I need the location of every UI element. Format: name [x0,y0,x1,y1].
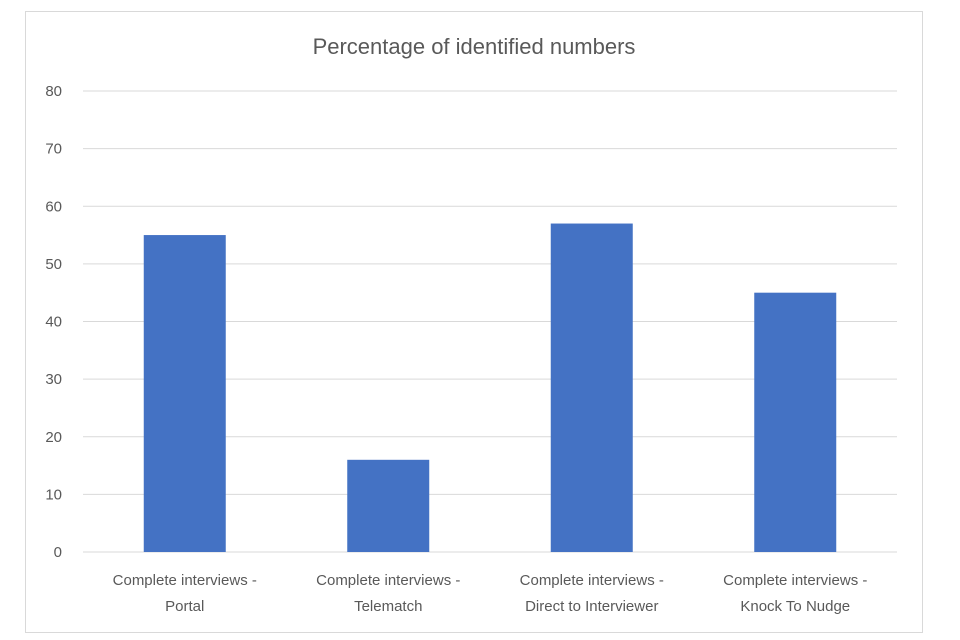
y-tick-label: 40 [45,314,62,331]
y-tick-label: 10 [45,486,62,503]
x-category-label: Complete interviews - [316,572,460,589]
y-tick-label: 20 [45,429,62,446]
x-category-label: Portal [165,598,204,615]
y-tick-label: 0 [54,544,62,561]
bar [550,223,633,552]
x-category-label: Complete interviews - [520,572,664,589]
y-tick-label: 30 [45,371,62,388]
x-category-label: Knock To Nudge [740,598,850,615]
x-category-label: Telematch [354,598,422,615]
bars [143,223,837,552]
y-tick-label: 60 [45,198,62,215]
y-tick-label: 70 [45,141,62,158]
bar [143,235,226,552]
y-axis-ticks: 0 10 20 30 40 50 60 70 80 [45,83,62,561]
x-category-label: Complete interviews - [723,572,867,589]
bar [347,459,430,552]
x-axis-labels: Complete interviews - Portal Complete inte… [113,572,868,615]
y-tick-label: 80 [45,83,62,100]
bar [754,292,837,552]
x-category-label: Direct to Interviewer [525,598,658,615]
chart-title: Percentage of identified numbers [313,34,636,59]
x-category-label: Complete interviews - [113,572,257,589]
y-tick-label: 50 [45,256,62,273]
